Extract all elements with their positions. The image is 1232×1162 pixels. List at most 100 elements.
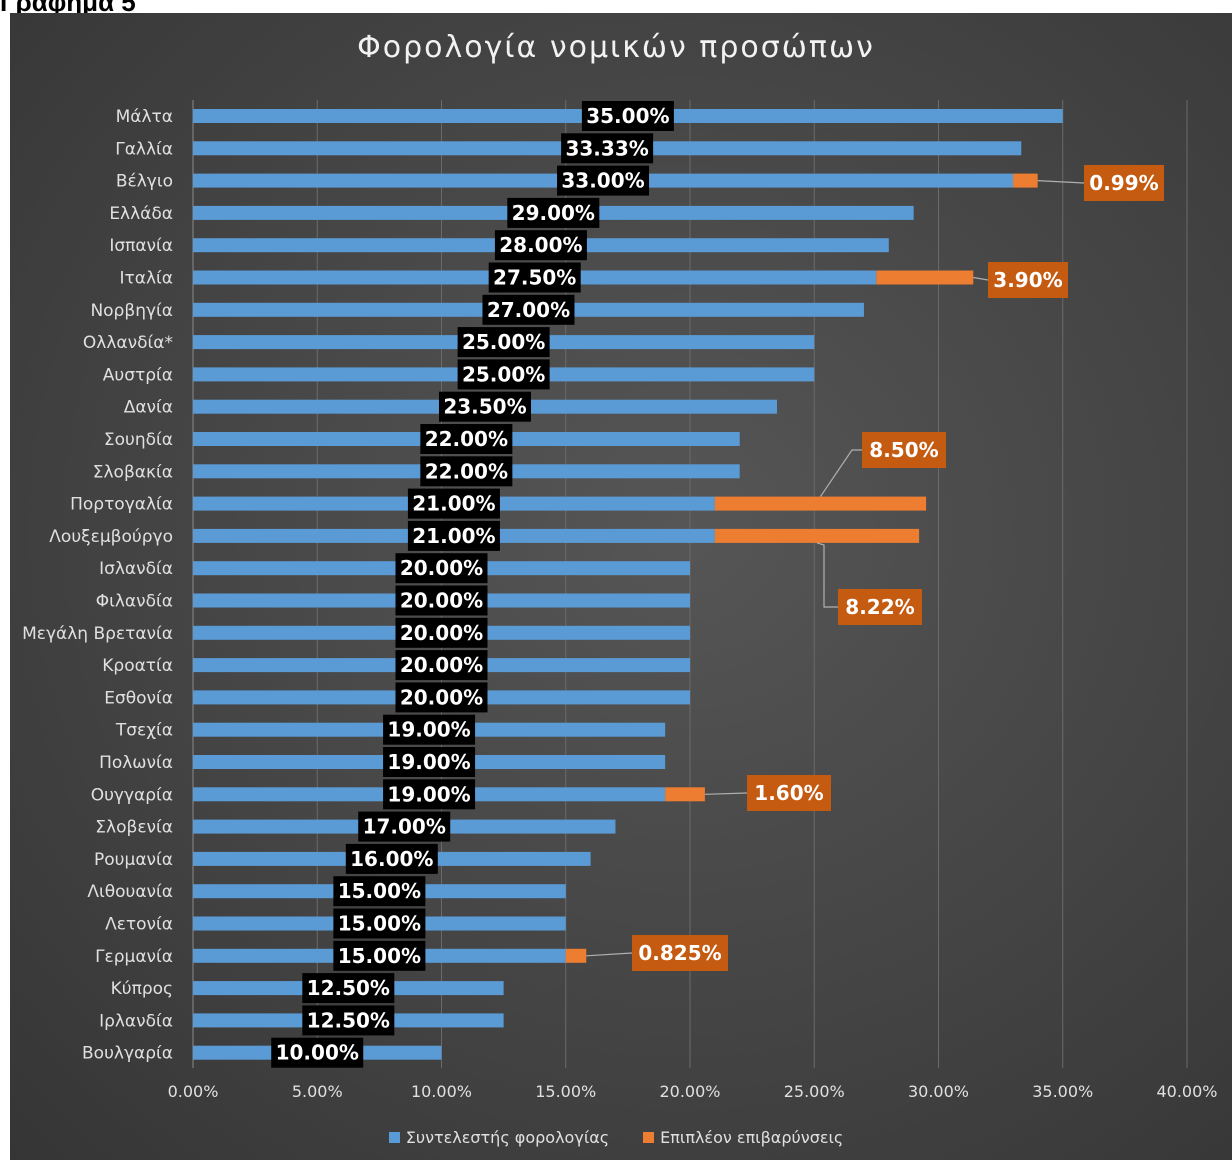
data-label-box	[271, 1037, 364, 1068]
data-label-tax-rate: 33.33%	[565, 136, 648, 160]
data-label-box	[438, 391, 531, 422]
callout-leader-line	[586, 952, 633, 957]
data-label-extra-charges: 0.99%	[1089, 171, 1158, 195]
callout-leader-line	[1037, 180, 1085, 184]
data-label-box	[302, 973, 395, 1004]
category-label: Φιλανδία	[96, 592, 173, 612]
x-tick-label: 40.00%	[1156, 1082, 1217, 1101]
data-label-tax-rate: 21.00%	[412, 492, 495, 516]
category-label: Βέλγιο	[116, 172, 173, 192]
data-label-tax-rate: 25.00%	[462, 330, 545, 354]
data-label-tax-rate: 19.00%	[387, 718, 470, 742]
category-label: Σλοβενία	[95, 818, 173, 838]
data-label-tax-rate: 20.00%	[400, 685, 483, 709]
data-label-extra-charges: 0.825%	[638, 941, 721, 965]
data-label-box	[302, 1005, 395, 1036]
category-label: Νορβηγία	[90, 301, 173, 321]
x-tick-label: 0.00%	[168, 1082, 219, 1101]
data-label-box	[383, 779, 476, 810]
data-label-box	[561, 133, 654, 164]
callout-box	[838, 589, 922, 625]
data-label-tax-rate: 28.00%	[499, 233, 582, 257]
data-labels: 35.00% 33.33% 33.00% 0.99% 29.00% 28.00% 27.50…	[271, 101, 1164, 1068]
x-tick-label: 10.00%	[411, 1082, 472, 1101]
bars	[193, 109, 1063, 1060]
callout-leader-line	[704, 792, 748, 795]
x-tick-label: 25.00%	[784, 1082, 845, 1101]
category-label: Λουξεμβούργο	[49, 527, 173, 547]
data-label-tax-rate: 35.00%	[586, 104, 669, 128]
data-label-tax-rate: 19.00%	[387, 782, 470, 806]
bar-extra-charges	[714, 528, 920, 543]
legend-item-extra-charges: Επιπλέον επιβαρύνσεις	[643, 1128, 843, 1147]
data-label-tax-rate: 22.00%	[425, 427, 508, 451]
data-label-tax-rate: 12.50%	[307, 1008, 390, 1032]
data-label-box	[333, 908, 426, 939]
category-label: Βουλγαρία	[82, 1044, 173, 1064]
data-label-box	[482, 294, 575, 325]
category-label: Κύπρος	[111, 979, 173, 999]
data-label-box	[395, 553, 488, 584]
callout-box	[1084, 165, 1164, 201]
callout-box	[632, 935, 728, 971]
legend: Συντελεστής φορολογίας Επιπλέον επιβαρύν…	[0, 1128, 1232, 1147]
data-label-tax-rate: 15.00%	[338, 912, 421, 936]
bar-extra-charges	[1013, 173, 1038, 188]
callout-leader-line	[973, 276, 989, 281]
category-label: Εσθονία	[104, 688, 173, 708]
x-tick-label: 5.00%	[292, 1082, 343, 1101]
data-label-box	[581, 101, 674, 131]
category-label: Ρουμανία	[94, 850, 173, 870]
x-tick-label: 35.00%	[1032, 1082, 1093, 1101]
data-label-box	[345, 843, 438, 874]
data-label-tax-rate: 27.00%	[487, 298, 570, 322]
data-label-tax-rate: 22.00%	[425, 459, 508, 483]
category-label: Πολωνία	[99, 753, 173, 773]
bar-extra-charges	[714, 496, 927, 511]
data-label-box	[420, 456, 513, 487]
x-tick-label: 30.00%	[908, 1082, 969, 1101]
data-label-tax-rate: 15.00%	[338, 879, 421, 903]
data-label-box	[507, 197, 600, 228]
callout-box	[862, 432, 946, 468]
data-label-tax-rate: 21.00%	[412, 524, 495, 548]
data-label-extra-charges: 1.60%	[754, 781, 823, 805]
legend-label-tax-rate: Συντελεστής φορολογίας	[405, 1128, 610, 1147]
data-label-box	[358, 811, 451, 842]
data-label-tax-rate: 10.00%	[276, 1041, 359, 1065]
data-label-tax-rate: 20.00%	[400, 589, 483, 613]
data-label-extra-charges: 8.22%	[845, 595, 914, 619]
data-label-tax-rate: 19.00%	[387, 750, 470, 774]
data-label-box	[457, 327, 550, 358]
data-label-tax-rate: 16.00%	[350, 847, 433, 871]
data-label-tax-rate: 20.00%	[400, 556, 483, 580]
data-label-box	[407, 520, 500, 551]
category-label: Πορτογαλία	[70, 495, 173, 515]
x-tick-label: 15.00%	[535, 1082, 596, 1101]
category-label: Ουγγαρία	[91, 785, 173, 805]
data-label-box	[407, 488, 500, 519]
data-label-box	[333, 876, 426, 907]
bar-extra-charges	[565, 948, 587, 963]
callout-box	[988, 262, 1068, 298]
category-label: Ιταλία	[120, 269, 173, 289]
x-tick-label: 20.00%	[659, 1082, 720, 1101]
category-label: Σουηδία	[104, 430, 173, 450]
category-label: Ισπανία	[109, 236, 173, 256]
callout-leader-line	[816, 542, 838, 608]
data-label-box	[395, 617, 488, 648]
data-label-extra-charges: 3.90%	[993, 268, 1062, 292]
data-label-box	[457, 359, 550, 390]
data-label-box	[383, 714, 476, 745]
category-label: Ελλάδα	[109, 204, 173, 224]
x-tick-labels: 0.00% 5.00% 10.00% 15.00% 20.00% 25.00% 30.00%…	[168, 1082, 1218, 1101]
bar-extra-charges	[665, 787, 705, 802]
category-label: Αυστρία	[103, 365, 173, 385]
category-label: Σλοβακία	[93, 462, 173, 482]
category-label: Τσεχία	[115, 721, 173, 741]
data-label-box	[494, 230, 587, 261]
data-label-tax-rate: 25.00%	[462, 362, 545, 386]
category-label: Μάλτα	[116, 107, 173, 127]
category-label: Δανία	[124, 398, 173, 418]
